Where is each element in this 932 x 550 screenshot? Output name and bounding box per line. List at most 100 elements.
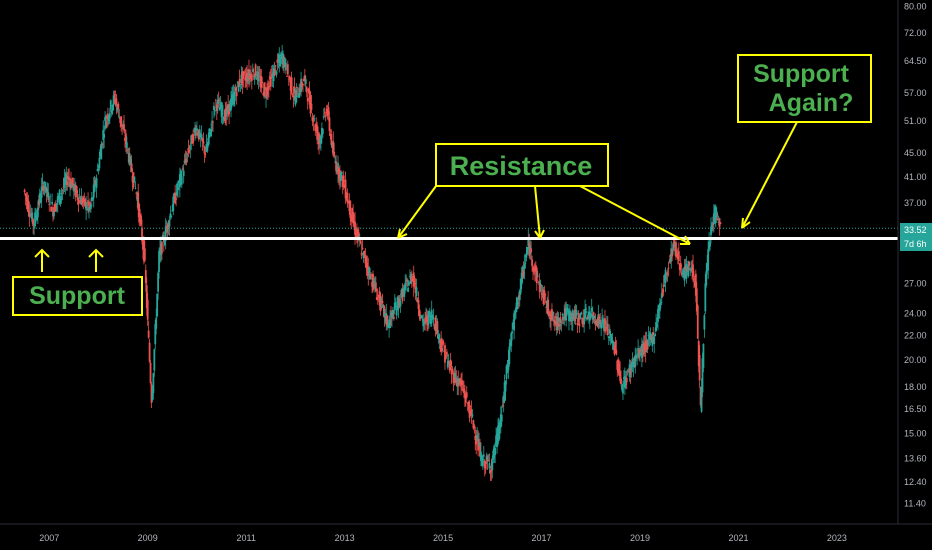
candle-body: [268, 76, 271, 80]
candle-body: [160, 242, 163, 254]
candle-body: [363, 250, 366, 255]
candle-body: [151, 392, 154, 401]
candle-body: [555, 316, 558, 330]
candle-body: [667, 267, 670, 269]
candle-body: [542, 289, 545, 304]
candle-body: [384, 313, 387, 317]
candle-body: [582, 317, 585, 321]
candle-body: [594, 320, 597, 324]
resistance-arrow-3: [579, 185, 691, 245]
candle-body: [198, 129, 201, 138]
candle-body: [405, 280, 408, 282]
candle-body: [681, 271, 684, 273]
candle-body: [54, 204, 57, 211]
candle-body: [490, 465, 493, 473]
candle-body: [712, 213, 715, 224]
candle-body: [572, 318, 575, 320]
candle-body: [626, 370, 629, 372]
candle-body: [497, 425, 499, 444]
candle-body: [539, 284, 542, 287]
candle-body: [473, 425, 476, 429]
candle-body: [324, 116, 327, 117]
candle-body: [63, 177, 66, 188]
candle-body: [209, 128, 212, 131]
candle-body: [344, 179, 347, 199]
support-box: [12, 276, 143, 316]
candle-body: [368, 267, 371, 274]
candle-body: [187, 148, 190, 153]
x-tick-label: 2023: [827, 533, 847, 543]
candle-body: [656, 324, 658, 327]
candle-body: [435, 325, 438, 332]
candle-body: [147, 330, 150, 338]
candle-body: [440, 338, 443, 352]
candle-body: [711, 224, 713, 230]
candle-body: [68, 177, 71, 180]
candle-body: [303, 78, 305, 82]
candle-body: [691, 268, 693, 272]
candle-body: [99, 149, 102, 157]
candle-body: [604, 318, 606, 325]
candle-body: [451, 368, 454, 371]
candle-body: [486, 459, 489, 462]
candle-body: [395, 308, 398, 316]
candle-body: [548, 311, 551, 317]
candle-body: [293, 86, 296, 94]
candle-body: [583, 318, 586, 325]
candle-body: [119, 117, 122, 124]
candle-body: [258, 75, 261, 77]
candle-body: [569, 310, 571, 321]
candle-body: [322, 116, 325, 118]
support-again-arrow: [741, 121, 798, 229]
candle-body: [116, 108, 119, 111]
candle-body: [101, 143, 104, 146]
candle-body: [60, 193, 63, 195]
candle-body: [502, 395, 505, 403]
candle-body: [171, 210, 174, 212]
support-again-box: [737, 54, 872, 123]
candle-body: [487, 460, 490, 462]
candle-body: [664, 269, 667, 284]
candle-body: [570, 312, 573, 322]
candle-body: [612, 341, 615, 349]
y-tick-label: 57.00: [904, 88, 927, 98]
candle-body: [274, 65, 277, 67]
candle-body: [624, 379, 627, 386]
candle-body: [677, 251, 680, 262]
candle-body: [128, 153, 131, 164]
candle-body: [354, 221, 356, 235]
candle-body: [55, 203, 58, 205]
candle-body: [623, 377, 625, 380]
candle-body: [115, 98, 118, 106]
candle-body: [635, 354, 638, 359]
price-axis[interactable]: 80.00 72.00 64.50 57.00 51.00 45.00 41.00 37.00…: [897, 0, 927, 524]
candle-body: [105, 121, 107, 129]
candle-body: [220, 109, 223, 117]
candle-body: [643, 342, 646, 350]
candle-body: [161, 234, 164, 239]
candle-body: [376, 295, 379, 297]
candle-body: [286, 64, 289, 75]
candle-body: [295, 89, 298, 103]
candle-body: [589, 314, 592, 317]
candle-body: [719, 222, 722, 225]
candle-body: [214, 110, 216, 112]
candle-body: [603, 323, 605, 331]
candle-body: [197, 129, 200, 140]
candle-body: [420, 315, 423, 318]
candle-body: [634, 356, 637, 368]
candle-body: [434, 317, 437, 331]
candle-body: [461, 380, 463, 386]
y-tick-label: 41.00: [904, 172, 927, 182]
candle-body: [311, 116, 314, 121]
candle-body: [29, 214, 32, 216]
candle-body: [706, 263, 709, 272]
time-axis[interactable]: 2007 2009 2011 2013 2015 2017 2019 2021 2023: [0, 523, 932, 543]
y-tick-label: 15.00: [904, 428, 927, 438]
candle-body: [308, 90, 311, 105]
candle-body: [277, 62, 280, 63]
candle-body: [77, 198, 80, 205]
candle-body: [703, 315, 706, 330]
candle-body: [381, 300, 384, 304]
